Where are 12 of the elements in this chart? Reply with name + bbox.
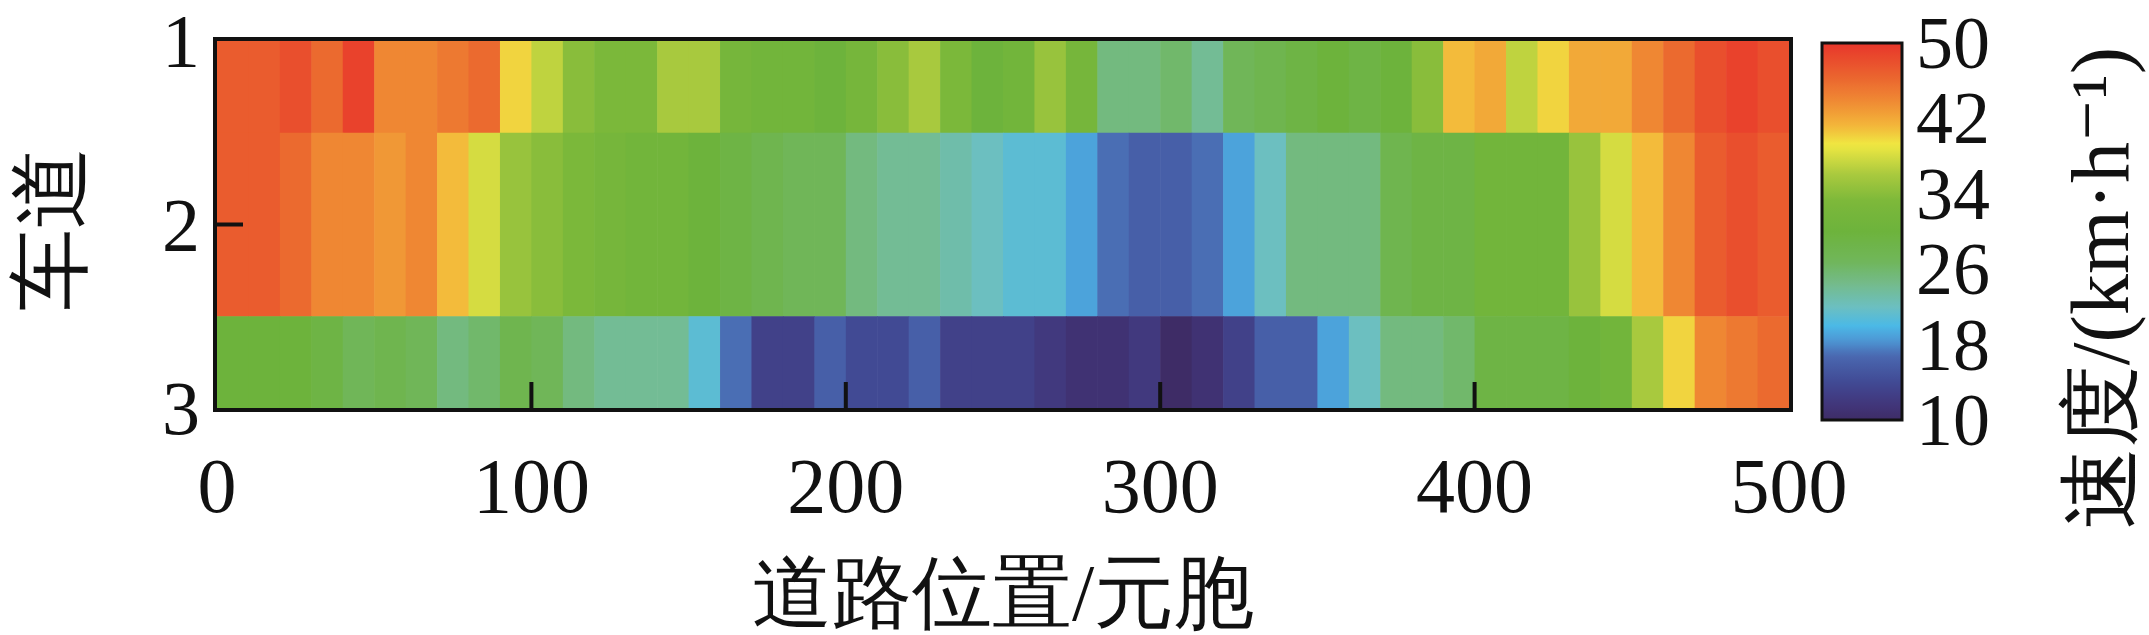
y-tick-label: 2 bbox=[162, 182, 200, 267]
x-tick-label: 500 bbox=[1730, 442, 1848, 529]
y-axis-title: 车道 bbox=[4, 146, 96, 311]
x-axis-title: 道路位置/元胞 bbox=[751, 549, 1255, 635]
y-tick-label: 1 bbox=[162, 0, 200, 83]
y-tick-label: 3 bbox=[162, 366, 200, 450]
x-tick-label: 400 bbox=[1416, 442, 1534, 529]
x-tick-label: 100 bbox=[472, 442, 590, 529]
colorbar-title: 速度/(km·h⁻¹) bbox=[2054, 46, 2146, 530]
x-tick-label: 300 bbox=[1101, 442, 1219, 529]
x-tick-label: 0 bbox=[197, 442, 237, 529]
x-tick-label: 200 bbox=[787, 442, 905, 529]
